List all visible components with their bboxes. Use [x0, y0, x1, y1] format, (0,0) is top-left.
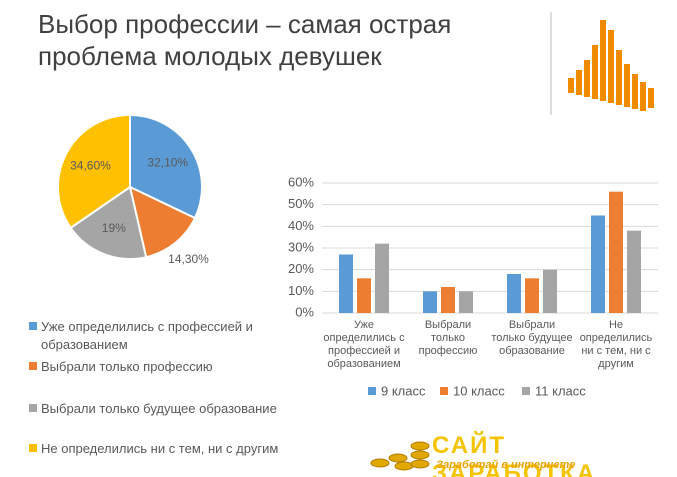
y-tick-label: 60%: [288, 174, 314, 189]
decor-bars: [568, 20, 654, 111]
y-tick-label: 40%: [288, 218, 314, 233]
logo-name: САЙТ ЗАРАБОТКА: [432, 432, 597, 477]
x-tick-label: Выбрали только профессию: [418, 319, 478, 357]
pie-slice: [57, 113, 131, 230]
pie-label: 34,60%: [70, 158, 111, 172]
pie-label: 32,10%: [147, 155, 188, 169]
legend-label: 9 класс: [381, 383, 426, 398]
y-tick-label: 0%: [295, 304, 314, 319]
x-tick-label: Выбрали только будущее образование: [491, 319, 573, 357]
pie-slice: [129, 113, 203, 220]
coins: [370, 441, 430, 471]
pie-slice: [69, 185, 148, 260]
legend-swatch: [440, 387, 448, 395]
bar: [459, 291, 473, 313]
legend-swatch: [29, 322, 37, 330]
bar: [339, 254, 353, 313]
x-tick-label: Уже определились с профессией и образова…: [323, 319, 405, 370]
bar: [375, 243, 389, 313]
legend-swatch: [29, 404, 37, 412]
y-tick-label: 20%: [288, 261, 314, 276]
bar: [627, 230, 641, 313]
y-tick-label: 30%: [288, 239, 314, 254]
bar: [441, 287, 455, 313]
logo-tagline: Заработай в интернете: [436, 459, 576, 471]
pie-slice: [128, 185, 197, 259]
bar: [609, 191, 623, 313]
legend-swatch: [522, 387, 530, 395]
pie-label: 19%: [102, 221, 126, 235]
pie-label: 14,30%: [168, 252, 209, 266]
bar: [423, 291, 437, 313]
slide-title: Выбор профессии – самая острая проблема …: [38, 9, 452, 71]
bar: [543, 269, 557, 313]
legend-label: Уже определились с профессией и образова…: [41, 319, 253, 352]
y-tick-label: 50%: [288, 196, 314, 211]
legend-label: Выбрали только профессию: [41, 359, 213, 374]
legend-swatch: [368, 387, 376, 395]
legend-label: Не определились ни с тем, ни с другим: [41, 441, 279, 456]
legend-label: 10 класс: [453, 383, 505, 398]
bar: [507, 274, 521, 313]
legend-swatch: [29, 362, 37, 370]
legend-swatch: [29, 444, 37, 452]
y-tick-label: 10%: [288, 283, 314, 298]
bar: [357, 278, 371, 313]
x-tick-label: Не определились ни с тем, ни с другим: [579, 319, 653, 370]
legend-label: 11 класс: [535, 383, 586, 398]
legend-label: Выбрали только будущее образование: [41, 401, 277, 416]
bar: [525, 278, 539, 313]
bar: [591, 215, 605, 313]
